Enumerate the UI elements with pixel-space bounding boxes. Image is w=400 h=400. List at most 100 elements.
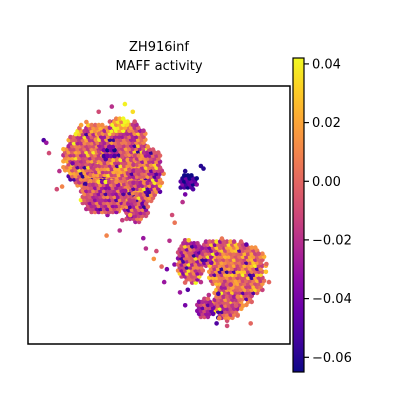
scatter-point — [44, 140, 49, 146]
scatter-point — [54, 186, 60, 192]
scatter-point — [244, 242, 249, 247]
scatter-point — [101, 147, 107, 153]
colorbar-tick-label: 0.02 — [312, 116, 341, 131]
scatter-point — [138, 192, 143, 198]
colorbar-ticks: 0.04 0.02 0.00 −0.02 −0.04 −0.06 — [304, 57, 352, 366]
chart-title-line1: ZH916inf — [129, 40, 189, 55]
scatter-point — [120, 217, 125, 223]
scatter-point — [206, 292, 212, 298]
scatter-point — [136, 201, 142, 207]
scatter-point — [231, 239, 237, 244]
scatter-point — [201, 166, 206, 171]
scatter-point — [221, 282, 226, 287]
scatter-point — [224, 239, 230, 244]
scatter-point — [96, 109, 101, 115]
scatter-point — [203, 239, 209, 244]
scatter-point — [195, 241, 200, 246]
scatter-point — [122, 101, 128, 107]
scatter-point — [191, 241, 197, 246]
scatter-point — [141, 128, 146, 133]
scatter-point — [194, 176, 199, 181]
scatter-point — [154, 248, 159, 254]
scatter-point — [70, 161, 75, 166]
plot-area — [41, 101, 272, 329]
scatter-point — [182, 303, 188, 308]
scatter-point — [182, 238, 188, 243]
scatter-point — [93, 122, 98, 128]
scatter-point — [264, 261, 269, 267]
scatter-point — [93, 137, 99, 142]
scatter-point — [106, 144, 112, 150]
scatter-point — [101, 153, 107, 159]
scatter-point — [210, 239, 216, 244]
scatter-point — [105, 153, 110, 159]
scatter-point — [161, 279, 167, 285]
colorbar-tick-label: 0.04 — [312, 57, 341, 72]
scatter-point — [104, 233, 109, 238]
scatter-point — [97, 131, 102, 136]
scatter-point — [127, 162, 133, 167]
scatter-point — [151, 256, 157, 262]
scatter-point — [91, 182, 96, 188]
chart-title-line2: MAFF activity — [115, 59, 202, 74]
scatter-point — [113, 116, 119, 121]
colorbar-tick-label: −0.06 — [312, 351, 352, 366]
scatter-point — [143, 246, 149, 251]
scatter-point — [207, 239, 212, 244]
scatter-point — [122, 188, 128, 194]
scatter-point — [150, 147, 156, 152]
scatter-point — [88, 178, 93, 184]
scatter-point — [249, 245, 254, 250]
scatter-point — [127, 212, 133, 218]
scatter-point — [127, 198, 133, 204]
scatter-point — [141, 235, 146, 241]
colorbar-tick-label: −0.02 — [312, 233, 352, 248]
scatter-point — [68, 134, 73, 140]
scatter-point — [248, 321, 253, 326]
colorbar-tick-label: −0.04 — [312, 292, 352, 307]
scatter-point — [127, 168, 133, 173]
scatter-point — [96, 179, 101, 185]
scatter-point — [88, 172, 93, 178]
colorbar-tick-label: 0.00 — [312, 175, 341, 190]
scatter-point — [186, 238, 191, 243]
scatter-point — [219, 236, 225, 241]
scatter-point — [132, 119, 137, 124]
scatter-point — [235, 294, 240, 300]
scatter-point — [131, 168, 136, 173]
scatter-point — [61, 146, 66, 152]
scatter-point — [235, 313, 240, 318]
scatter-points — [41, 101, 272, 329]
scatter-point — [128, 157, 134, 163]
scatter-point — [156, 150, 161, 155]
scatter-point — [180, 199, 185, 205]
scatter-point — [82, 181, 88, 187]
scatter-point — [224, 282, 230, 287]
scatter-point — [185, 287, 191, 293]
scatter-point — [228, 294, 233, 300]
scatter-point — [217, 315, 222, 321]
scatter-point — [93, 163, 99, 169]
scatter-point — [233, 303, 239, 309]
scatter-point — [134, 180, 140, 186]
scatter-point — [114, 179, 119, 185]
scatter-point — [224, 323, 230, 329]
scatter-point — [167, 238, 172, 244]
scatter-point — [100, 122, 105, 128]
scatter-point — [253, 245, 258, 250]
scatter-point — [196, 299, 202, 305]
scatter-point — [117, 116, 122, 121]
scatter-point — [182, 168, 188, 174]
scatter-point — [231, 294, 237, 300]
scatter-point — [256, 251, 261, 256]
scatter-point — [260, 251, 265, 256]
scatter-point — [263, 269, 269, 275]
scatter-point — [108, 153, 114, 159]
scatter-point — [110, 144, 116, 150]
scatter-point — [134, 168, 140, 173]
scatter-point — [120, 116, 126, 121]
scatter-point — [138, 180, 143, 186]
axes-frame — [27, 85, 291, 345]
colorbar-frame — [292, 57, 305, 373]
